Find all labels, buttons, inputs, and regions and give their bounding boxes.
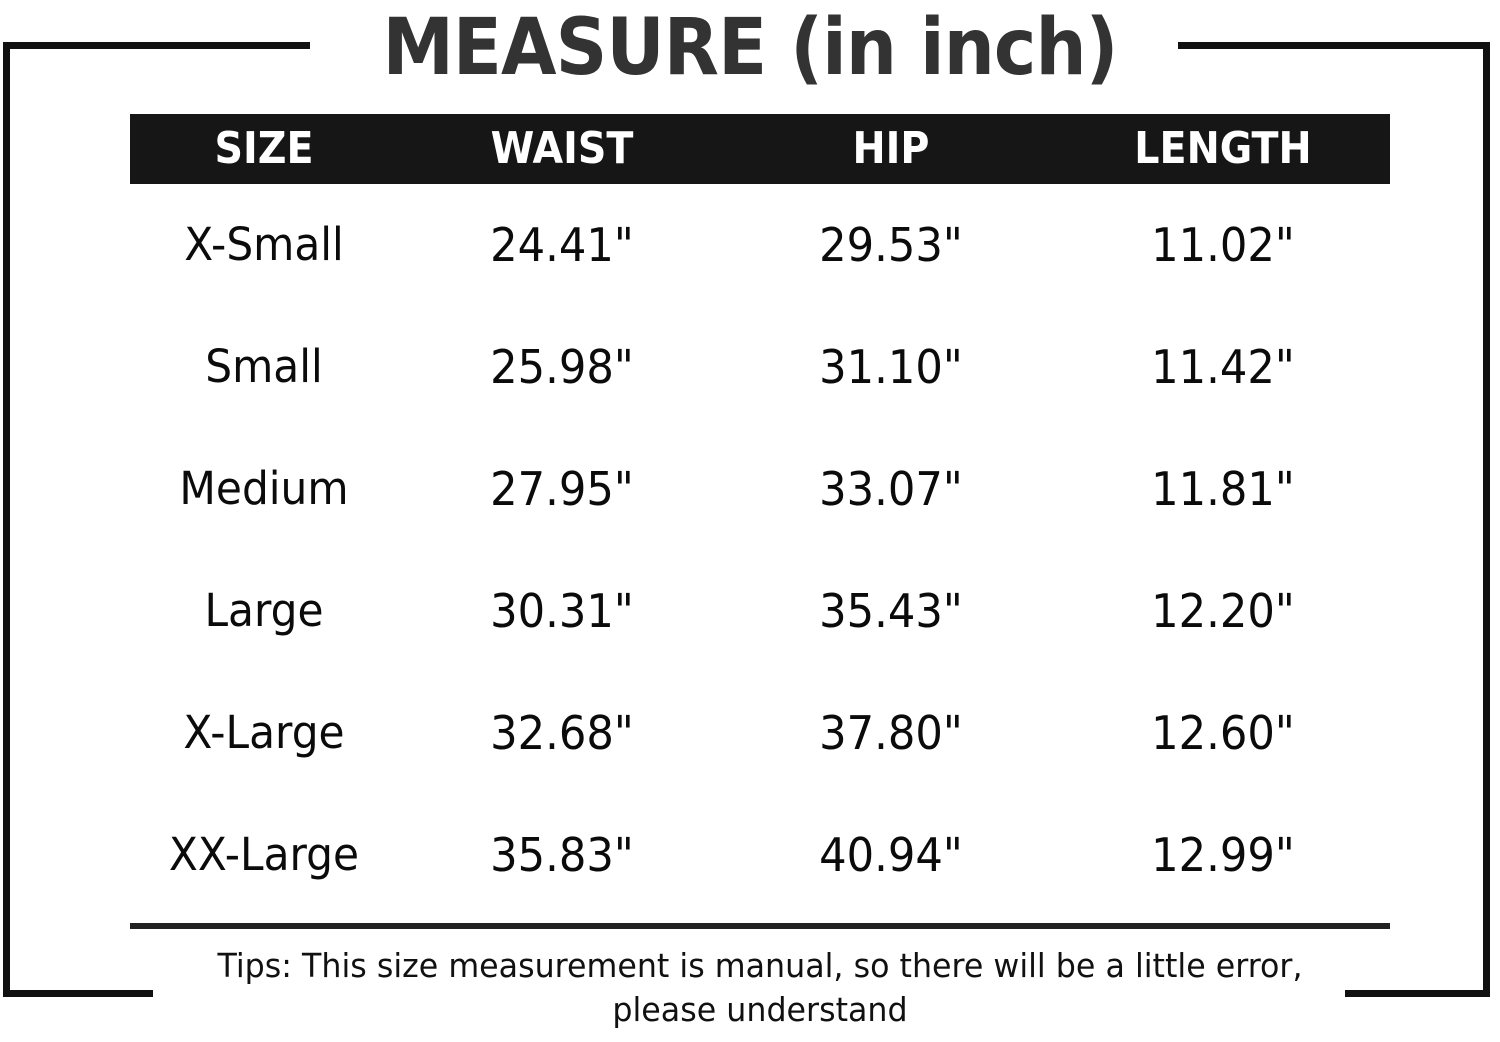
cell-hip: 29.53" <box>819 218 963 272</box>
tips-note: Tips: This size measurement is manual, s… <box>174 944 1345 1032</box>
table-row: XX-Large 35.83" 40.94" 12.99" <box>130 794 1390 916</box>
cell-size: X-Large <box>183 706 345 759</box>
chart-title: MEASURE (in inch) <box>382 3 1118 93</box>
cell-hip: 31.10" <box>819 340 963 394</box>
cell-length: 11.42" <box>1151 340 1295 394</box>
cell-hip: 37.80" <box>819 706 963 760</box>
frame-bottom-left-segment <box>3 990 153 997</box>
table-row: Small 25.98" 31.10" 11.42" <box>130 306 1390 428</box>
frame-top-left-segment <box>3 42 310 49</box>
cell-waist: 35.83" <box>490 828 634 882</box>
column-header-length: LENGTH <box>1134 123 1312 174</box>
column-header-hip: HIP <box>852 123 930 174</box>
table-header-row: SIZE WAIST HIP LENGTH <box>130 114 1390 184</box>
cell-length: 11.02" <box>1151 218 1295 272</box>
table-row: Large 30.31" 35.43" 12.20" <box>130 550 1390 672</box>
cell-size: Medium <box>179 462 349 515</box>
column-header-size: SIZE <box>214 123 314 174</box>
frame-right-segment <box>1483 42 1490 997</box>
frame-left-segment <box>3 42 10 997</box>
cell-size: Small <box>205 340 323 393</box>
cell-waist: 30.31" <box>490 584 634 638</box>
cell-length: 12.99" <box>1151 828 1295 882</box>
cell-length: 12.20" <box>1151 584 1295 638</box>
cell-hip: 33.07" <box>819 462 963 516</box>
cell-size: Large <box>204 584 324 637</box>
cell-waist: 32.68" <box>490 706 634 760</box>
column-header-waist: WAIST <box>490 123 634 174</box>
cell-size: X-Small <box>184 218 344 271</box>
cell-hip: 40.94" <box>819 828 963 882</box>
cell-waist: 25.98" <box>490 340 634 394</box>
cell-size: XX-Large <box>168 828 360 881</box>
cell-hip: 35.43" <box>819 584 963 638</box>
frame-bottom-right-segment <box>1345 990 1490 997</box>
tips-line-2: please understand <box>612 990 908 1029</box>
table-row: X-Large 32.68" 37.80" 12.60" <box>130 672 1390 794</box>
table-row: X-Small 24.41" 29.53" 11.02" <box>130 184 1390 306</box>
footer-separator <box>130 923 1390 929</box>
tips-line-1: Tips: This size measurement is manual, s… <box>217 946 1303 985</box>
cell-length: 12.60" <box>1151 706 1295 760</box>
cell-length: 11.81" <box>1151 462 1295 516</box>
frame-top-right-segment <box>1178 42 1490 49</box>
table-row: Medium 27.95" 33.07" 11.81" <box>130 428 1390 550</box>
table-body: X-Small 24.41" 29.53" 11.02" Small 25.98… <box>130 184 1390 916</box>
cell-waist: 27.95" <box>490 462 634 516</box>
cell-waist: 24.41" <box>490 218 634 272</box>
measurement-table: SIZE WAIST HIP LENGTH X-Small 24.41" 29.… <box>130 114 1390 916</box>
